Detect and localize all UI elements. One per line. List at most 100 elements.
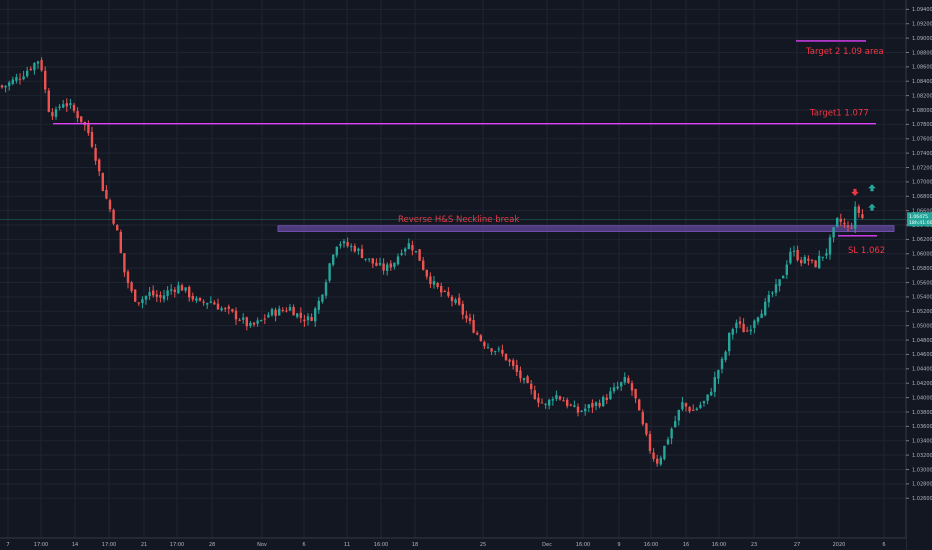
candle-down (476, 332, 479, 335)
candle-down (630, 383, 634, 391)
candle-down (112, 209, 115, 224)
candle-down (746, 330, 749, 332)
candle-up (335, 246, 338, 256)
candle-down (508, 359, 511, 362)
candle-up (270, 309, 274, 316)
candle-up (404, 248, 407, 252)
candle-down (468, 317, 472, 321)
candle-up (580, 410, 583, 412)
candle-up (432, 281, 436, 285)
candle-down (861, 214, 864, 218)
candle-down (641, 412, 644, 425)
x-tick-label: Nov (257, 542, 267, 548)
candle-down (411, 244, 414, 251)
y-tick-label: 1.03400 (912, 439, 932, 445)
y-tick-label: 1.07000 (912, 180, 932, 186)
candle-down (180, 285, 184, 291)
candle-down (512, 360, 515, 366)
candle-down (810, 259, 814, 261)
x-tick-label: 17:00 (34, 542, 48, 548)
candle-up (148, 292, 151, 296)
candle-up (242, 317, 245, 320)
candle-down (540, 402, 544, 404)
neckline-label: Reverse H&S Neckline break (398, 215, 519, 225)
candle-up (774, 284, 778, 293)
candle-down (558, 396, 562, 400)
x-tick-label: 17:00 (170, 542, 184, 548)
candle-down (645, 423, 648, 435)
neckline-zone[interactable] (277, 225, 895, 232)
candle-up (454, 299, 457, 303)
candle-down (310, 317, 313, 321)
candle-down (483, 342, 486, 347)
candle-up (623, 377, 626, 383)
candle-up (332, 254, 335, 265)
candle-down (274, 309, 277, 316)
candle-down (382, 263, 385, 271)
candle-down (360, 248, 364, 259)
candle-up (681, 402, 684, 410)
candle-down (371, 258, 374, 264)
candle-up (26, 70, 29, 77)
candle-up (677, 409, 680, 421)
candle-up (321, 294, 324, 302)
candle-up (764, 301, 767, 316)
candle-down (173, 289, 176, 292)
candle-down (465, 315, 468, 319)
y-tick-label: 1.05800 (912, 266, 932, 272)
candle-down (202, 301, 205, 303)
candle-up (735, 322, 738, 329)
candle-down (105, 189, 108, 199)
candle-down (807, 258, 810, 261)
candle-down (537, 397, 540, 403)
x-tick-label: 2020 (833, 542, 846, 548)
candle-down (796, 250, 799, 261)
candle-up (11, 79, 14, 84)
candle-up (8, 82, 11, 87)
y-tick-label: 1.07600 (912, 137, 932, 143)
candle-down (519, 370, 522, 379)
y-tick-label: 1.05200 (912, 309, 932, 315)
candle-down (227, 306, 230, 309)
candle-up (22, 76, 25, 80)
candle-down (443, 291, 446, 293)
buy-arrow-icon (868, 203, 876, 211)
candle-up (267, 314, 270, 318)
candle-up (314, 308, 317, 322)
sell-arrow-icon (851, 188, 859, 196)
x-axis-panel (0, 538, 906, 550)
candle-up (69, 103, 72, 106)
candle-up (170, 289, 173, 291)
candle-up (522, 378, 526, 381)
candle-up (702, 401, 706, 404)
candle-down (638, 399, 641, 411)
candle-up (494, 351, 497, 353)
y-tick-label: 1.02800 (912, 482, 932, 488)
y-tick-label: 1.07800 (912, 122, 932, 128)
candle-down (29, 68, 32, 70)
candle-down (530, 383, 533, 390)
candle-up (666, 439, 670, 445)
candle-up (551, 399, 554, 401)
x-tick-label: 25 (480, 542, 486, 548)
y-tick-label: 1.06600 (912, 208, 932, 214)
candle-down (688, 407, 691, 412)
candle-down (857, 206, 860, 213)
candle-down (252, 322, 256, 325)
candle-up (256, 320, 259, 324)
candle-down (152, 290, 155, 296)
y-tick-label: 1.04200 (912, 381, 932, 387)
candle-down (108, 200, 112, 210)
candle-up (720, 358, 724, 369)
candle-down (98, 159, 101, 172)
x-tick-label: 16 (683, 542, 689, 548)
candle-down (191, 296, 194, 300)
candle-down (47, 90, 50, 112)
candle-up (602, 396, 605, 407)
candle-up (548, 399, 551, 406)
candle-down (224, 308, 227, 310)
y-tick-label: 1.07400 (912, 151, 932, 157)
candle-down (461, 303, 464, 315)
candle-down (72, 104, 76, 111)
